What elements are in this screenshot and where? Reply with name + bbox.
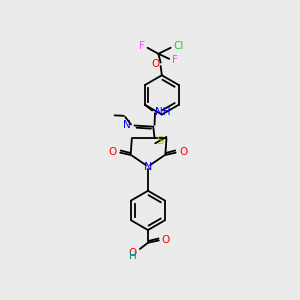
Text: O: O — [162, 235, 170, 245]
Text: S: S — [156, 136, 163, 146]
Text: F: F — [172, 55, 178, 65]
Text: O: O — [128, 248, 136, 258]
Text: O: O — [152, 59, 160, 69]
Text: N: N — [144, 161, 152, 172]
Text: NH: NH — [155, 107, 171, 117]
Text: O: O — [109, 147, 117, 158]
Text: F: F — [139, 41, 145, 51]
Text: N: N — [123, 120, 131, 130]
Text: H: H — [129, 251, 136, 261]
Text: O: O — [179, 147, 188, 158]
Text: Cl: Cl — [174, 41, 184, 51]
